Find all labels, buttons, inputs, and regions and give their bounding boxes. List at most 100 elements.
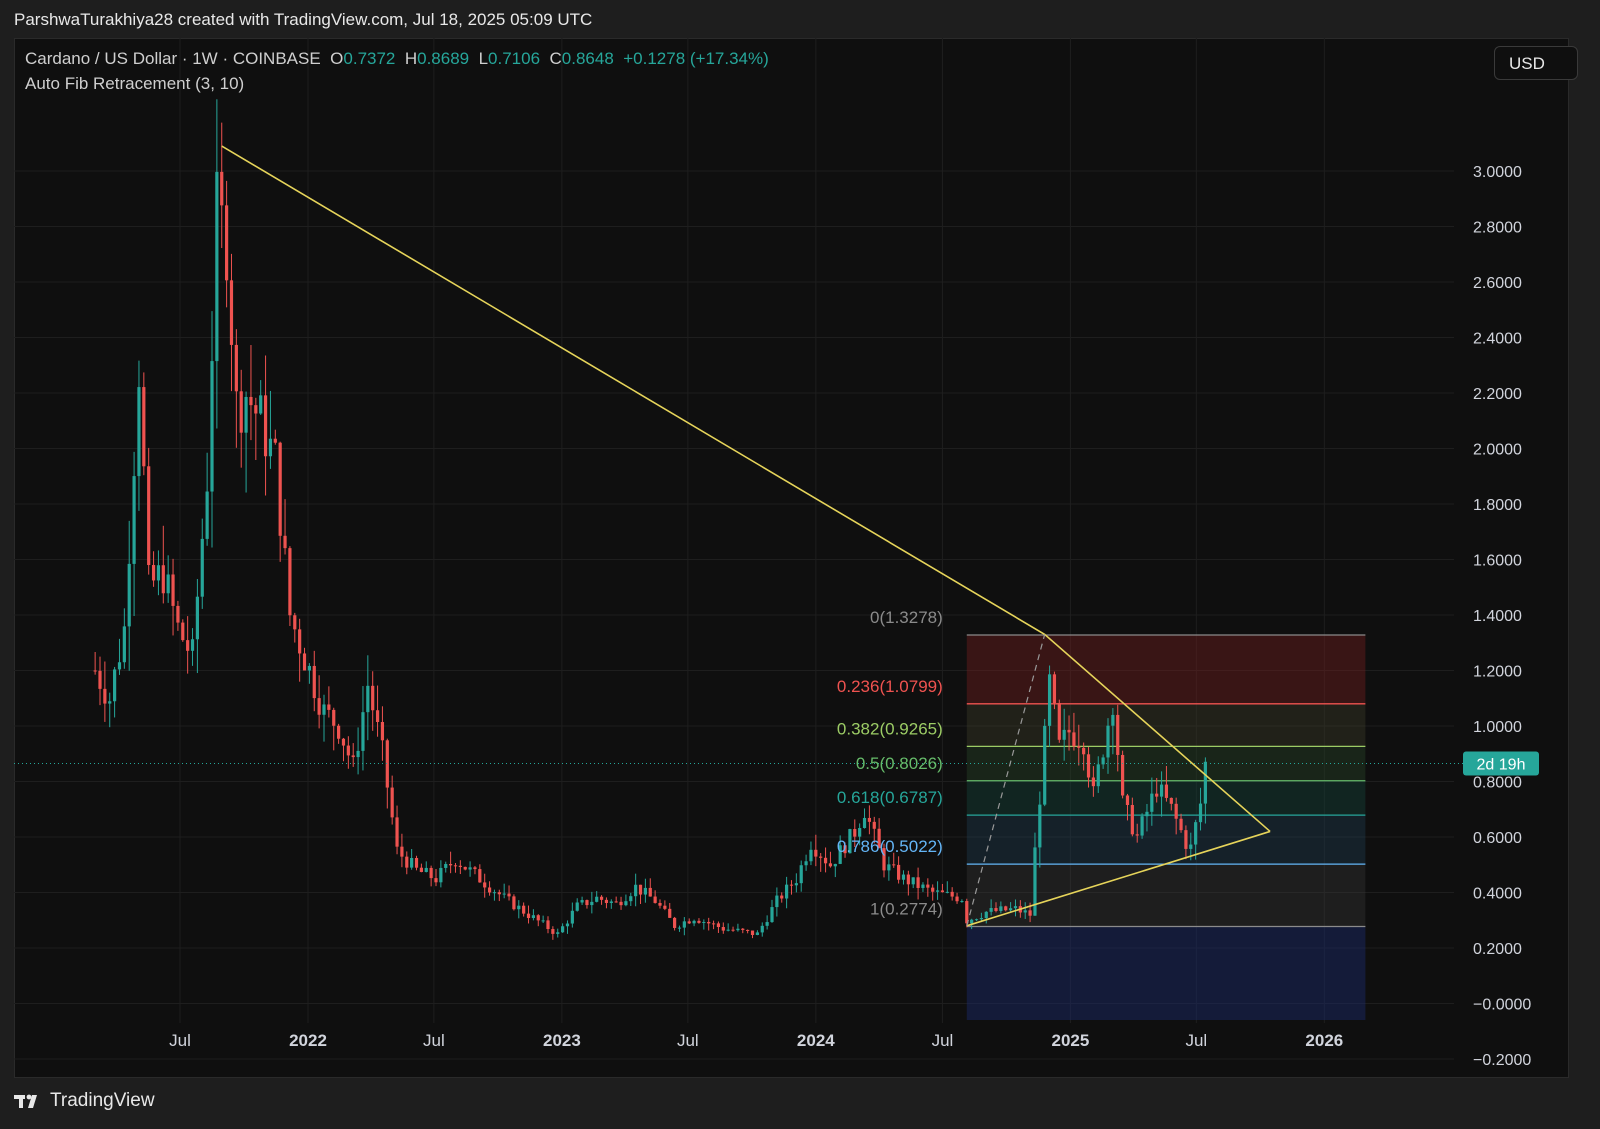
high-value: 0.8689 <box>417 49 470 68</box>
candle-body <box>117 662 122 670</box>
candle-body <box>862 817 867 829</box>
candle-body <box>351 755 355 758</box>
candle-body <box>108 701 112 704</box>
grid-lines <box>14 38 1454 1060</box>
candle-body <box>804 861 808 866</box>
candle-body <box>371 685 375 711</box>
candle-body <box>965 901 969 924</box>
candle-body <box>638 884 643 895</box>
candle-body <box>195 596 199 640</box>
candle-body <box>643 887 647 895</box>
candle-body <box>853 829 857 837</box>
candle-body <box>872 821 876 829</box>
candle-body <box>721 927 725 931</box>
candle-body <box>1135 834 1139 836</box>
candle-body <box>161 565 165 594</box>
candle-body <box>453 865 458 867</box>
fib-level-label: 0(1.3278) <box>870 608 943 627</box>
candle-body <box>137 387 141 477</box>
candle-body <box>823 857 828 864</box>
candle-body <box>1038 804 1042 848</box>
trendlines <box>221 145 1271 927</box>
candle-body <box>166 574 170 594</box>
candle-body <box>268 438 273 457</box>
candle-body <box>405 856 409 868</box>
y-tick-label: 1.6000 <box>1473 553 1522 570</box>
candle-body <box>1062 729 1066 740</box>
candle-body <box>1096 764 1100 787</box>
candle-body <box>1077 746 1081 748</box>
candle-body <box>955 896 959 902</box>
currency-button[interactable]: USD <box>1494 46 1578 80</box>
candle-body <box>736 928 740 931</box>
candle-body <box>473 867 477 870</box>
low-label: L <box>478 49 489 68</box>
footer-brand[interactable]: TradingView <box>14 1090 155 1112</box>
candle-body <box>1043 725 1047 805</box>
time-axis: Jul 2022 Jul 2023 Jul 2024 Jul 2025 Jul 2026 <box>169 1031 1343 1050</box>
candle-body <box>634 884 638 897</box>
candle-body <box>249 396 253 406</box>
candle-body <box>692 920 696 924</box>
candle-body <box>760 925 764 933</box>
candle-body <box>380 722 385 741</box>
candle-body <box>254 405 258 414</box>
candle-body <box>414 857 419 868</box>
candle-body <box>994 908 998 911</box>
y-tick-label: 2.6000 <box>1473 275 1522 292</box>
candle-body <box>877 828 881 849</box>
fib-zone <box>966 815 1366 865</box>
y-tick-label: 1.8000 <box>1473 497 1522 514</box>
candle-body <box>1116 714 1120 755</box>
candle-body <box>785 884 789 899</box>
candle-body <box>590 901 594 906</box>
candle-body <box>658 902 662 906</box>
candle-body <box>375 710 380 723</box>
candle-body <box>848 829 852 854</box>
candle-body <box>541 920 545 922</box>
fib-zone <box>966 926 1366 1020</box>
candle-body <box>945 891 949 893</box>
candle-body <box>935 890 940 892</box>
candle-body <box>385 740 389 788</box>
candle-body <box>487 887 492 893</box>
y-tick-label: 0.4000 <box>1473 886 1522 903</box>
tradingview-logo-icon <box>14 1094 37 1108</box>
chart-frame <box>14 38 1569 1078</box>
candle-body <box>288 548 292 616</box>
candle-body <box>410 857 414 868</box>
indicator-label[interactable]: Auto Fib Retracement (3, 10) <box>25 74 245 93</box>
candle-body <box>838 845 842 864</box>
y-tick-label: 0.6000 <box>1473 830 1522 847</box>
candle-body <box>147 466 151 566</box>
candle-body <box>239 391 243 433</box>
y-tick-label: 1.2000 <box>1473 664 1522 681</box>
candle-body <box>882 848 886 871</box>
candle-body <box>507 893 511 897</box>
candle-body <box>614 901 618 903</box>
candle-body <box>361 712 365 751</box>
candle-body <box>132 476 136 564</box>
candle-body <box>200 538 204 597</box>
candle-body <box>234 344 238 392</box>
candle-body <box>1189 844 1193 849</box>
close-value: 0.8648 <box>561 49 614 68</box>
chart-canvas[interactable]: 2d 19h 0(1.3278) 0.236(1.0799) 0.382(0.926… <box>14 38 1569 1078</box>
candle-body <box>395 817 399 847</box>
candle-body <box>400 846 404 857</box>
candle-body <box>215 171 219 362</box>
candle-body <box>1164 784 1169 798</box>
candle-body <box>897 864 901 880</box>
fib-zones <box>966 634 1366 1020</box>
candle-body <box>1179 818 1183 831</box>
candle-body <box>332 709 336 726</box>
candle-body <box>770 907 774 923</box>
open-value: 0.7372 <box>343 49 396 68</box>
candle-body <box>1194 822 1198 845</box>
candle-body <box>750 930 755 936</box>
candle-body <box>273 438 277 443</box>
candle-body <box>892 864 896 866</box>
candle-body <box>1121 754 1125 796</box>
candle-body <box>546 920 550 930</box>
fib-labels: 0(1.3278) 0.236(1.0799) 0.382(0.9265) 0.5(0… <box>837 608 943 918</box>
